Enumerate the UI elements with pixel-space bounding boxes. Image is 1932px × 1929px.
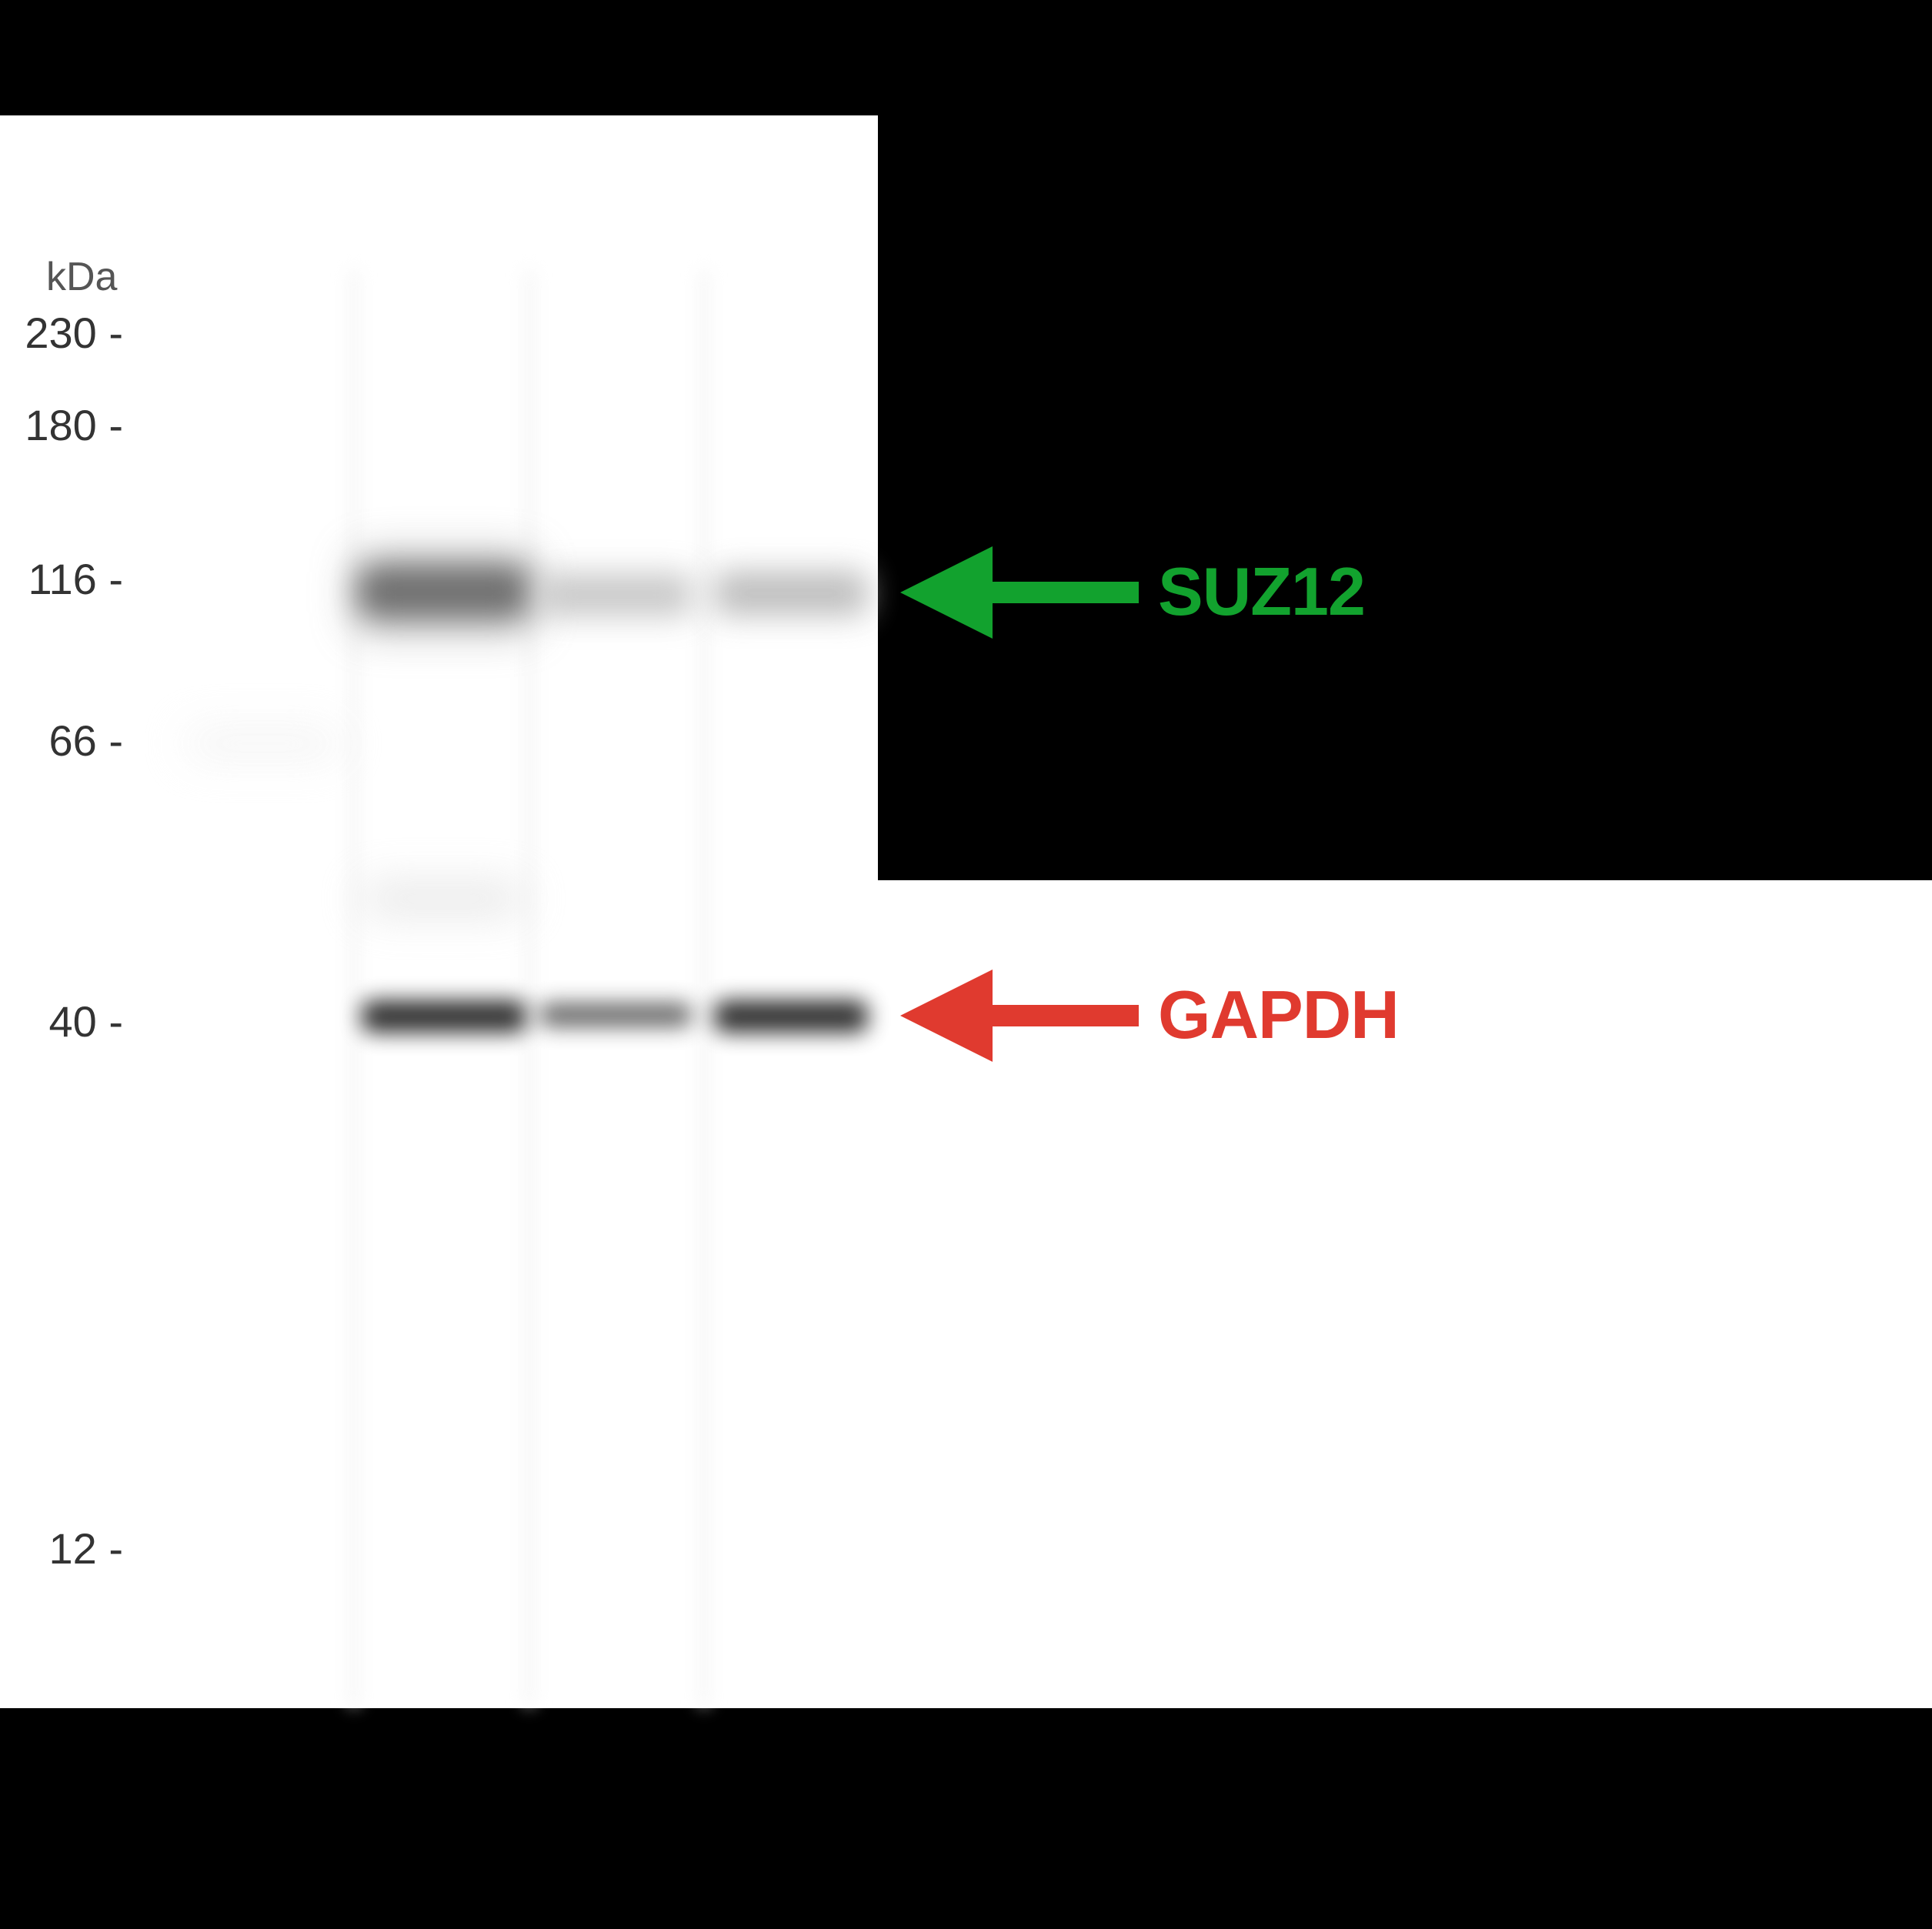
- gel-panel: [0, 269, 878, 1708]
- lane-separator-2: [522, 269, 536, 1708]
- band-gapdh-lane4: [714, 1000, 868, 1033]
- mw-label-12: 12 -: [0, 1524, 123, 1574]
- mw-tick: -: [97, 309, 123, 357]
- band-suz12-lane4: [714, 571, 868, 616]
- gel-inner: [0, 269, 878, 1708]
- lane-separator-3: [697, 269, 711, 1708]
- mw-tick: -: [97, 401, 123, 449]
- mw-tick: -: [97, 716, 123, 765]
- band-suz12-lane2-halo: [354, 554, 534, 631]
- mw-value: 12: [48, 1524, 96, 1573]
- white-notch: [1373, 880, 1932, 1708]
- band-mid-lane2-faint: [363, 885, 523, 913]
- mw-label-116: 116 -: [0, 554, 123, 604]
- kda-unit-label: kDa: [46, 254, 117, 300]
- mw-value: 230: [25, 309, 96, 357]
- lane-separator-1: [347, 269, 361, 1708]
- mw-label-180: 180 -: [0, 400, 123, 450]
- mw-value: 40: [48, 997, 96, 1046]
- annotation-label-suz12: SUZ12: [1158, 552, 1365, 631]
- mw-tick: -: [97, 555, 123, 603]
- arrow-suz12-icon: [900, 539, 1146, 646]
- mw-value: 180: [25, 401, 96, 449]
- mw-label-230: 230 -: [0, 308, 123, 358]
- band-ladder-66-lane1-faint: [186, 731, 340, 756]
- mw-value: 116: [28, 555, 97, 603]
- band-gapdh-lane3: [539, 1003, 692, 1026]
- band-gapdh-lane2: [362, 1000, 526, 1033]
- black-region-top: [0, 0, 1932, 115]
- mw-value: 66: [48, 716, 96, 765]
- mw-tick: -: [97, 997, 123, 1046]
- mw-label-40: 40 -: [0, 996, 123, 1046]
- mw-tick: -: [97, 1524, 123, 1573]
- figure-stage: kDa230 -180 -116 -66 -40 -12 -SUZ12GAPDH: [0, 0, 1932, 1929]
- black-region-bottom: [0, 1708, 1932, 1929]
- annotation-label-gapdh: GAPDH: [1158, 976, 1399, 1054]
- black-region-right: [878, 115, 1932, 880]
- mw-label-66: 66 -: [0, 716, 123, 766]
- band-suz12-lane3: [539, 573, 692, 616]
- arrow-gapdh-icon: [900, 962, 1146, 1070]
